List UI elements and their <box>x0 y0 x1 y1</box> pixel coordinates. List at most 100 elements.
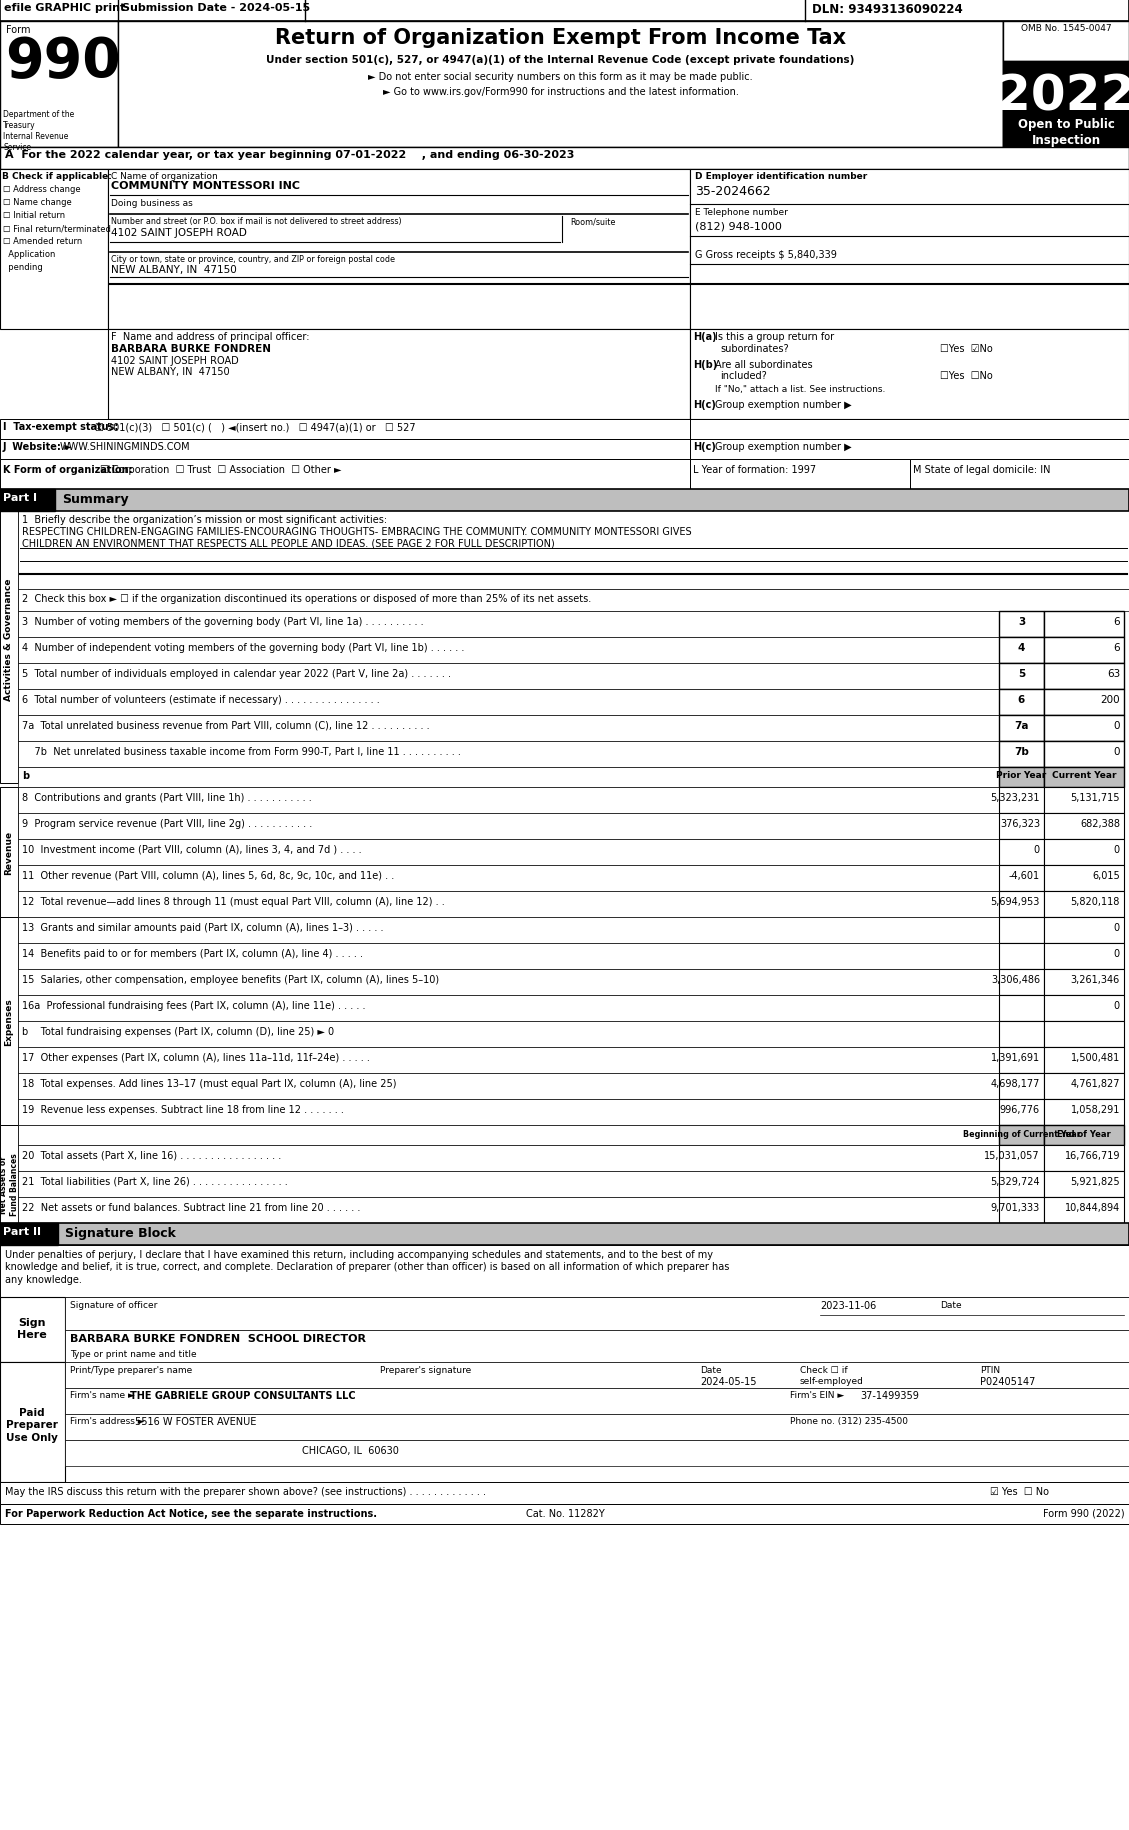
Bar <box>18 1047 999 1074</box>
Text: 9  Program service revenue (Part VIII, line 2g) . . . . . . . . . . .: 9 Program service revenue (Part VIII, li… <box>21 818 313 829</box>
Bar <box>999 1171 1044 1197</box>
Text: 0: 0 <box>1034 844 1040 855</box>
Bar <box>1044 741 1124 767</box>
Text: L Year of formation: 1997: L Year of formation: 1997 <box>693 465 816 474</box>
Bar <box>18 611 999 637</box>
Text: COMMUNITY MONTESSORI INC: COMMUNITY MONTESSORI INC <box>111 181 300 190</box>
Bar <box>18 944 999 970</box>
Text: F  Name and address of principal officer:: F Name and address of principal officer: <box>111 331 309 342</box>
Bar <box>18 1146 999 1171</box>
Text: self-employed: self-employed <box>800 1376 864 1385</box>
Bar <box>0 490 55 512</box>
Text: Print/Type preparer's name: Print/Type preparer's name <box>70 1365 192 1374</box>
Bar <box>1044 866 1124 891</box>
Text: 63: 63 <box>1106 668 1120 679</box>
Bar <box>1044 611 1124 637</box>
Text: 2  Check this box ► ☐ if the organization discontinued its operations or dispose: 2 Check this box ► ☐ if the organization… <box>21 593 592 604</box>
Bar <box>65 1389 1129 1415</box>
Text: 3: 3 <box>1018 617 1025 626</box>
Bar <box>0 439 690 459</box>
Text: PTIN: PTIN <box>980 1365 1000 1374</box>
Text: 0: 0 <box>1113 747 1120 756</box>
Text: Part II: Part II <box>3 1226 41 1237</box>
Bar <box>65 1330 1129 1362</box>
Text: 5,329,724: 5,329,724 <box>990 1177 1040 1186</box>
Bar <box>1044 1100 1124 1125</box>
Text: 1,058,291: 1,058,291 <box>1070 1103 1120 1114</box>
Text: 2023-11-06: 2023-11-06 <box>820 1301 876 1310</box>
Text: THE GABRIELE GROUP CONSULTANTS LLC: THE GABRIELE GROUP CONSULTANTS LLC <box>130 1391 356 1400</box>
Bar <box>18 840 999 866</box>
Text: RESPECTING CHILDREN-ENGAGING FAMILIES-ENCOURAGING THOUGHTS- EMBRACING THE COMMUN: RESPECTING CHILDREN-ENGAGING FAMILIES-EN… <box>21 527 692 536</box>
Text: NEW ALBANY, IN  47150: NEW ALBANY, IN 47150 <box>111 265 237 274</box>
Bar <box>1044 944 1124 970</box>
Text: 8  Contributions and grants (Part VIII, line 1h) . . . . . . . . . . .: 8 Contributions and grants (Part VIII, l… <box>21 792 312 803</box>
Text: Group exemption number ▶: Group exemption number ▶ <box>715 399 851 410</box>
Bar <box>1044 690 1124 716</box>
Text: H(c): H(c) <box>693 399 716 410</box>
Bar <box>18 690 999 716</box>
Bar <box>0 512 18 783</box>
Bar <box>0 917 18 1125</box>
Bar <box>999 996 1044 1021</box>
Text: 6,015: 6,015 <box>1092 871 1120 880</box>
Text: 10,844,894: 10,844,894 <box>1065 1202 1120 1211</box>
Bar <box>0 787 18 917</box>
Text: 0: 0 <box>1114 844 1120 855</box>
Text: End of Year: End of Year <box>1057 1129 1111 1138</box>
Text: 5  Total number of individuals employed in calendar year 2022 (Part V, line 2a) : 5 Total number of individuals employed i… <box>21 668 450 679</box>
Text: 4  Number of independent voting members of the governing body (Part VI, line 1b): 4 Number of independent voting members o… <box>21 642 464 653</box>
Text: Cat. No. 11282Y: Cat. No. 11282Y <box>526 1508 604 1519</box>
Text: Open to Public
Inspection: Open to Public Inspection <box>1017 117 1114 146</box>
Bar <box>999 970 1044 996</box>
Text: ☐ Name change: ☐ Name change <box>3 198 72 207</box>
Text: Expenses: Expenses <box>5 997 14 1045</box>
Text: included?: included? <box>720 371 767 381</box>
Text: Doing business as: Doing business as <box>111 199 193 209</box>
Text: B Check if applicable:: B Check if applicable: <box>2 172 112 181</box>
Bar <box>999 814 1044 840</box>
Bar <box>0 170 108 329</box>
Text: A  For the 2022 calendar year, or tax year beginning 07-01-2022    , and ending : A For the 2022 calendar year, or tax yea… <box>5 150 575 159</box>
Text: Under penalties of perjury, I declare that I have examined this return, includin: Under penalties of perjury, I declare th… <box>5 1250 729 1285</box>
Text: 22  Net assets or fund balances. Subtract line 21 from line 20 . . . . . .: 22 Net assets or fund balances. Subtract… <box>21 1202 360 1211</box>
Bar <box>999 1021 1044 1047</box>
Text: ☐ Initial return: ☐ Initial return <box>3 210 65 220</box>
Text: K Form of organization:: K Form of organization: <box>3 465 132 474</box>
Text: E Telephone number: E Telephone number <box>695 209 788 218</box>
Text: 15,031,057: 15,031,057 <box>984 1151 1040 1160</box>
Text: ☐ Final return/terminated: ☐ Final return/terminated <box>3 223 111 232</box>
Bar <box>18 787 999 814</box>
Text: Number and street (or P.O. box if mail is not delivered to street address): Number and street (or P.O. box if mail i… <box>111 218 402 225</box>
Bar <box>18 814 999 840</box>
Bar <box>18 716 999 741</box>
Text: Department of the
Treasury
Internal Revenue
Service: Department of the Treasury Internal Reve… <box>3 110 75 152</box>
Bar <box>1044 637 1124 664</box>
Text: 18  Total expenses. Add lines 13–17 (must equal Part IX, column (A), line 25): 18 Total expenses. Add lines 13–17 (must… <box>21 1078 396 1089</box>
Text: Application: Application <box>3 251 55 258</box>
Text: ► Go to www.irs.gov/Form990 for instructions and the latest information.: ► Go to www.irs.gov/Form990 for instruct… <box>383 88 738 97</box>
Bar <box>18 866 999 891</box>
Text: P02405147: P02405147 <box>980 1376 1035 1387</box>
Text: H(a): H(a) <box>693 331 717 342</box>
Text: BARBARA BURKE FONDREN  SCHOOL DIRECTOR: BARBARA BURKE FONDREN SCHOOL DIRECTOR <box>70 1334 366 1343</box>
Text: 19  Revenue less expenses. Subtract line 18 from line 12 . . . . . . .: 19 Revenue less expenses. Subtract line … <box>21 1103 344 1114</box>
Bar <box>690 459 910 490</box>
Text: H(b): H(b) <box>693 361 717 370</box>
Text: 0: 0 <box>1114 1001 1120 1010</box>
Text: May the IRS discuss this return with the preparer shown above? (see instructions: May the IRS discuss this return with the… <box>5 1486 485 1497</box>
Bar <box>0 1246 1129 1297</box>
Bar <box>18 970 999 996</box>
Text: Prior Year: Prior Year <box>997 770 1047 780</box>
Text: Current Year: Current Year <box>1052 770 1117 780</box>
Text: 376,323: 376,323 <box>1000 818 1040 829</box>
Text: 6: 6 <box>1018 695 1025 705</box>
Bar <box>1044 1047 1124 1074</box>
Bar <box>999 1100 1044 1125</box>
Text: Group exemption number ▶: Group exemption number ▶ <box>715 441 851 452</box>
Text: M State of legal domicile: IN: M State of legal domicile: IN <box>913 465 1050 474</box>
Text: 5: 5 <box>1018 668 1025 679</box>
Text: For Paperwork Reduction Act Notice, see the separate instructions.: For Paperwork Reduction Act Notice, see … <box>5 1508 377 1519</box>
Text: 4,761,827: 4,761,827 <box>1070 1078 1120 1089</box>
Text: ☑ 501(c)(3)   ☐ 501(c) (   ) ◄(insert no.)   ☐ 4947(a)(1) or   ☐ 527: ☑ 501(c)(3) ☐ 501(c) ( ) ◄(insert no.) ☐… <box>95 421 415 432</box>
